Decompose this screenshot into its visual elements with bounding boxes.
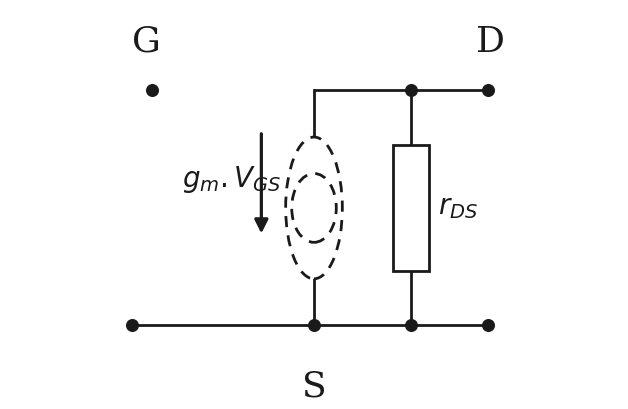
Point <box>483 87 493 94</box>
Point <box>147 87 157 94</box>
Point <box>406 322 416 329</box>
Bar <box>393 145 430 271</box>
Text: G: G <box>132 25 161 59</box>
Ellipse shape <box>292 173 336 243</box>
Point <box>406 87 416 94</box>
Text: $\mathit{r_{DS}}$: $\mathit{r_{DS}}$ <box>438 194 478 221</box>
Point <box>483 322 493 329</box>
Text: S: S <box>301 369 327 403</box>
Ellipse shape <box>286 137 342 279</box>
Text: $\mathit{g_m}$$\mathit{.V_{GS}}$: $\mathit{g_m}$$\mathit{.V_{GS}}$ <box>182 164 282 195</box>
Text: D: D <box>476 25 505 59</box>
Point <box>127 322 137 329</box>
Point <box>309 322 319 329</box>
